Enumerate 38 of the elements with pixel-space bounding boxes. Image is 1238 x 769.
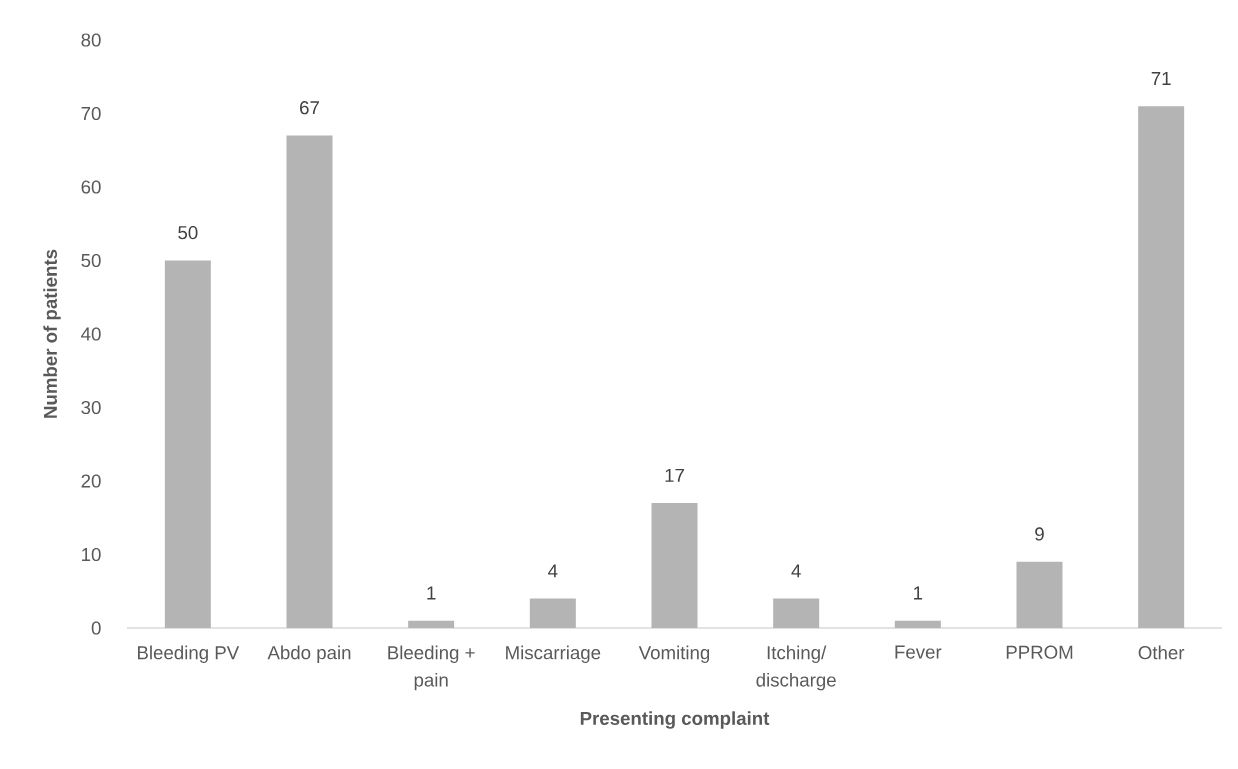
data-label: 67 bbox=[300, 101, 319, 115]
y-tick-label: 80 bbox=[81, 33, 101, 47]
bar bbox=[408, 620, 455, 628]
x-tick-label: Abdo pain bbox=[267, 645, 351, 663]
bar bbox=[529, 598, 576, 628]
x-tick-label: Fever bbox=[895, 645, 942, 659]
bar bbox=[773, 598, 820, 628]
y-tick-label: 0 bbox=[91, 621, 101, 635]
x-tick-label: Other bbox=[1138, 645, 1185, 660]
y-tick-label: 70 bbox=[81, 106, 101, 121]
bar bbox=[894, 620, 941, 628]
y-tick-label: 30 bbox=[81, 400, 101, 415]
y-tick-label: 50 bbox=[81, 253, 101, 268]
x-tick-label: Itching/ discharge bbox=[756, 645, 836, 691]
data-label: 1 bbox=[427, 586, 436, 600]
data-label: 9 bbox=[1035, 527, 1044, 541]
bar bbox=[1138, 106, 1185, 628]
data-label: 1 bbox=[914, 586, 923, 600]
y-tick-label: 60 bbox=[81, 180, 101, 194]
data-label: 4 bbox=[791, 564, 801, 578]
bar bbox=[1016, 561, 1063, 628]
data-label: 50 bbox=[178, 226, 198, 240]
x-tick-label: PPROM bbox=[1006, 645, 1073, 659]
x-tick-label: Miscarriage bbox=[506, 645, 601, 663]
x-tick-label: Bleeding + pain bbox=[388, 645, 475, 691]
data-label: 4 bbox=[548, 564, 558, 578]
bar bbox=[651, 503, 698, 628]
bar bbox=[164, 260, 211, 628]
x-tick-label: Bleeding PV bbox=[137, 645, 240, 663]
y-tick-label: 20 bbox=[81, 474, 101, 488]
y-axis-title: Number of patients bbox=[43, 249, 61, 418]
y-tick-label: 10 bbox=[82, 547, 101, 562]
x-tick-label: Vomiting bbox=[638, 645, 710, 663]
data-label: 71 bbox=[1151, 72, 1171, 85]
x-axis-title: Presenting complaint bbox=[580, 711, 770, 729]
bar bbox=[286, 135, 333, 628]
data-label: 17 bbox=[665, 468, 684, 482]
y-tick-label: 40 bbox=[81, 327, 101, 341]
